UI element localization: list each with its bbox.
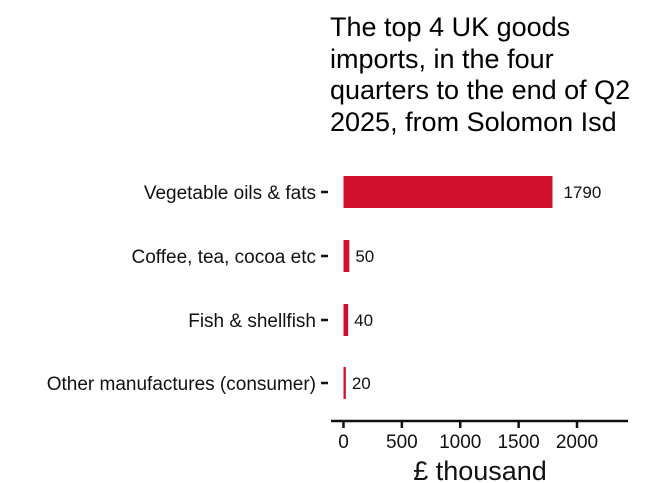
x-axis: 0 500 1000 1500 2000	[331, 419, 628, 453]
value-labels: 1790 50 40 20	[352, 183, 601, 393]
category-label: Fish & shellfish	[188, 311, 316, 332]
x-tick-label: 2000	[556, 432, 598, 453]
x-axis-title: £ thousand	[413, 456, 547, 483]
x-tick-label: 1500	[497, 432, 539, 453]
bar-value-label: 40	[354, 311, 373, 330]
category-labels: Vegetable oils & fats Coffee, tea, cocoa …	[47, 183, 328, 395]
bar-value-label: 50	[355, 247, 374, 266]
bars	[343, 176, 553, 399]
bar-value-label: 20	[352, 374, 371, 393]
chart-title: The top 4 UK goods imports, in the four …	[330, 12, 631, 137]
x-tick-label: 1000	[439, 432, 481, 453]
bar	[343, 304, 349, 336]
bar	[343, 240, 350, 272]
category-label: Other manufactures (consumer)	[47, 374, 316, 395]
category-label: Vegetable oils & fats	[144, 183, 316, 204]
bar	[343, 367, 346, 399]
x-tick-label: 0	[338, 432, 349, 453]
category-label: Coffee, tea, cocoa etc	[132, 247, 317, 268]
x-tick-label: 500	[386, 432, 418, 453]
bar	[343, 176, 553, 208]
bar-value-label: 1790	[563, 183, 601, 202]
